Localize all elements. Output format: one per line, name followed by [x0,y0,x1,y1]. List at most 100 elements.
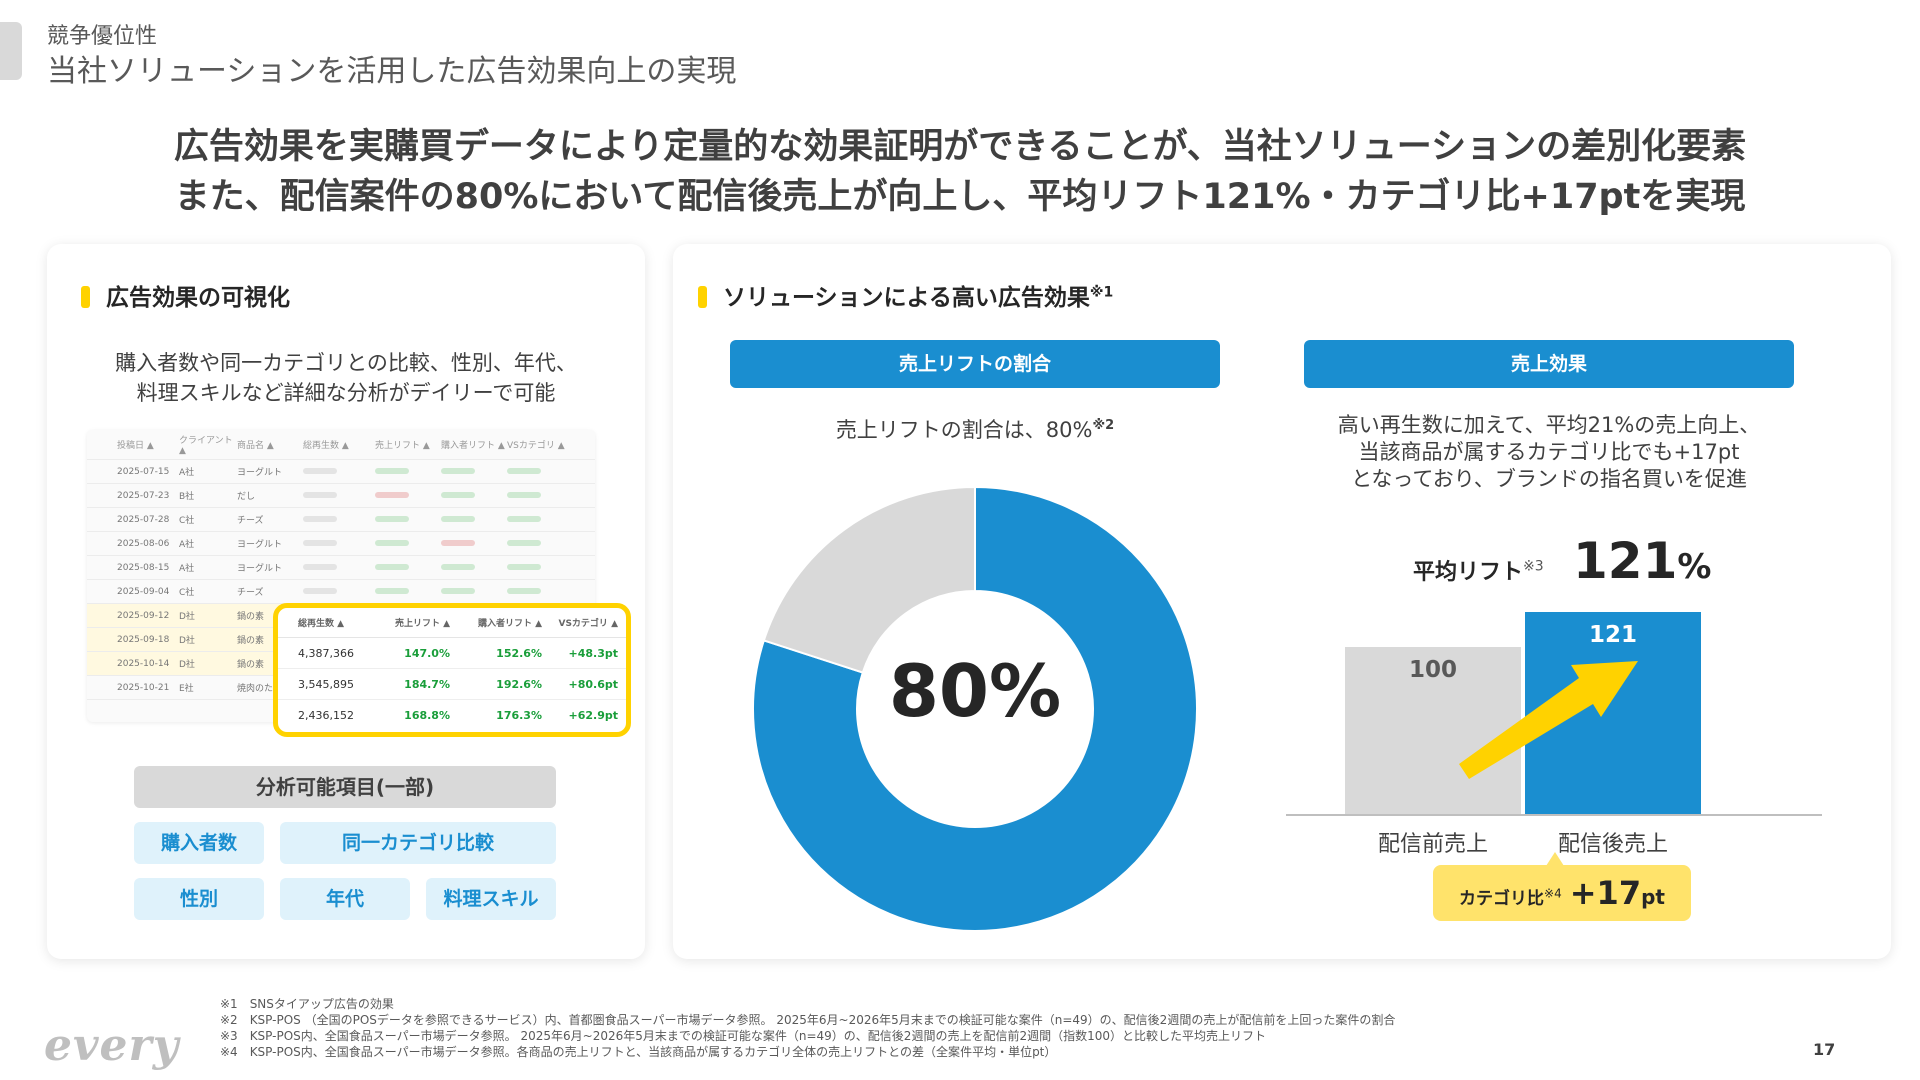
row-client: A社 [179,540,195,550]
ad-effect-heading: ソリューションによる高い広告効果※1 [698,278,1113,312]
blurred-value-bar [303,563,337,570]
ad-effect-heading-text: ソリューションによる高い広告効果 [723,285,1090,311]
ad-effect-card: ソリューションによる高い広告効果※1 売上リフトの割合 売上リフトの割合は、80… [673,244,1891,959]
blurred-value [441,587,507,597]
zoom-buyer-lift: 176.3% [496,709,542,722]
zoom-col-views: 総再生数 ▲ [298,619,345,629]
row-product: 鍋の素 [237,660,265,670]
col-views[interactable]: 総再生数 ▲ [303,441,349,451]
blurred-value [303,587,375,597]
row-product: チーズ [237,516,264,526]
zoom-vs-category: +80.6pt [568,677,619,691]
blurred-value [303,563,375,573]
zoom-views: 3,545,895 [298,677,354,691]
row-date: 2025-09-04 [117,586,170,597]
sales-effect-text: 高い再生数に加えて、平均21%の売上向上、 当該商品が属するカテゴリ比でも+17… [1304,412,1794,493]
blurred-value [441,491,507,501]
blurred-value-bar [375,467,409,474]
zoom-row: 3,545,895 184.7% 192.6% +80.6pt [278,669,626,700]
headline-line-1: 広告効果を実購買データにより定量的な効果証明ができることが、当社ソリューションの… [173,127,1747,167]
col-client[interactable]: クライアント ▲ [179,436,233,456]
col-buyer-lift[interactable]: 購入者リフト ▲ [441,441,505,451]
footnotes: ※1 SNSタイアップ広告の効果 ※2 KSP-POS （全国のPOSデータを参… [220,996,1395,1060]
page-title: 当社ソリューションを活用した広告効果向上の実現 [47,54,737,89]
row-product: ヨーグルト [237,540,283,550]
blurred-value-bar [507,491,541,498]
row-client: C社 [179,516,195,526]
row-date: 2025-08-06 [117,538,170,549]
category-unit: pt [1641,885,1665,909]
tag-cooking-skill: 料理スキル [426,878,556,920]
table-row[interactable]: 2025-09-04 C社 チーズ [87,580,595,604]
zoom-col-buyer-lift: 購入者リフト ▲ [477,619,542,629]
avg-lift-number: 121 [1573,532,1678,590]
tag-age: 年代 [280,878,410,920]
avg-lift-label: 平均リフト※3 [1413,554,1544,586]
blurred-value-bar [303,467,337,474]
table-row[interactable]: 2025-08-15 A社 ヨーグルト [87,556,595,580]
sales-effect-pill: 売上効果 [1304,340,1794,388]
lift-ratio-note: ※2 [1092,418,1115,433]
category-value: +17 [1569,874,1642,912]
table-row[interactable]: 2025-07-15 A社 ヨーグルト [87,460,595,484]
zoom-vs-category: +48.3pt [568,646,619,660]
blurred-value [375,587,441,597]
zoom-row: 2,436,152 168.8% 176.3% +62.9pt [278,700,626,731]
visualization-heading-text: 広告効果の可視化 [106,285,290,311]
lift-ratio-text-body: 売上リフトの割合は、80% [835,418,1093,442]
blurred-value [507,587,567,597]
row-client: A社 [179,468,195,478]
blurred-value [303,467,375,477]
row-client: D社 [179,612,195,622]
blurred-value-bar [441,587,475,594]
col-sales-lift[interactable]: 売上リフト ▲ [375,441,430,451]
row-date: 2025-10-14 [117,658,170,669]
blurred-value [441,563,507,573]
zoom-col-sales-lift: 売上リフト ▲ [394,619,450,629]
col-date[interactable]: 投稿日 ▲ [117,441,154,451]
blurred-value-bar [507,563,541,570]
blurred-value [507,491,567,501]
heading-footnote-mark: ※1 [1089,284,1114,301]
row-date: 2025-09-12 [117,610,170,621]
heading-accent-bar [698,286,707,308]
row-product: チーズ [237,588,264,598]
blurred-value [375,515,441,525]
zoom-sales-lift: 184.7% [404,677,450,691]
row-date: 2025-07-23 [117,490,170,501]
row-client: C社 [179,588,195,598]
sales-effect-line-2: 当該商品が属するカテゴリ比でも+17pt [1358,440,1740,464]
table-row[interactable]: 2025-07-23 B社 だし [87,484,595,508]
row-client: D社 [179,636,195,646]
zoom-sales-lift: 147.0% [404,646,450,660]
row-date: 2025-07-28 [117,514,170,525]
blurred-value [303,515,375,525]
tag-gender: 性別 [134,878,264,920]
col-vs-category[interactable]: VSカテゴリ ▲ [507,441,565,451]
blurred-value [441,467,507,477]
col-product[interactable]: 商品名 ▲ [237,441,274,451]
blurred-value-bar [507,515,541,522]
desc-line-1: 購入者数や同一カテゴリとの比較、性別、年代、 [115,351,577,375]
heading-accent-bar [81,286,90,308]
company-logo: every [44,1020,180,1071]
row-client: A社 [179,564,195,574]
desc-line-2: 料理スキルなど詳細な分析がデイリーで可能 [136,381,556,405]
tag-category-comparison: 同一カテゴリ比較 [280,822,556,864]
blurred-value [303,491,375,501]
zoom-header: 総再生数 ▲ 売上リフト ▲ 購入者リフト ▲ VSカテゴリ ▲ [278,608,626,638]
donut-slice-rest [762,487,976,674]
blurred-value-bar [441,563,475,570]
blurred-value-bar [303,515,337,522]
blurred-value-bar [375,491,409,498]
avg-lift-note: ※3 [1523,558,1544,575]
table-row[interactable]: 2025-07-28 C社 チーズ [87,508,595,532]
visualization-description: 購入者数や同一カテゴリとの比較、性別、年代、 料理スキルなど詳細な分析がデイリー… [47,348,645,408]
lift-ratio-donut-chart [753,487,1197,931]
table-row[interactable]: 2025-08-06 A社 ヨーグルト [87,532,595,556]
growth-arrow-icon [1459,661,1638,779]
zoom-views: 2,436,152 [298,709,354,722]
blurred-value-bar [441,515,475,522]
zoom-buyer-lift: 192.6% [496,677,542,691]
row-product: 鍋の素 [237,636,265,646]
